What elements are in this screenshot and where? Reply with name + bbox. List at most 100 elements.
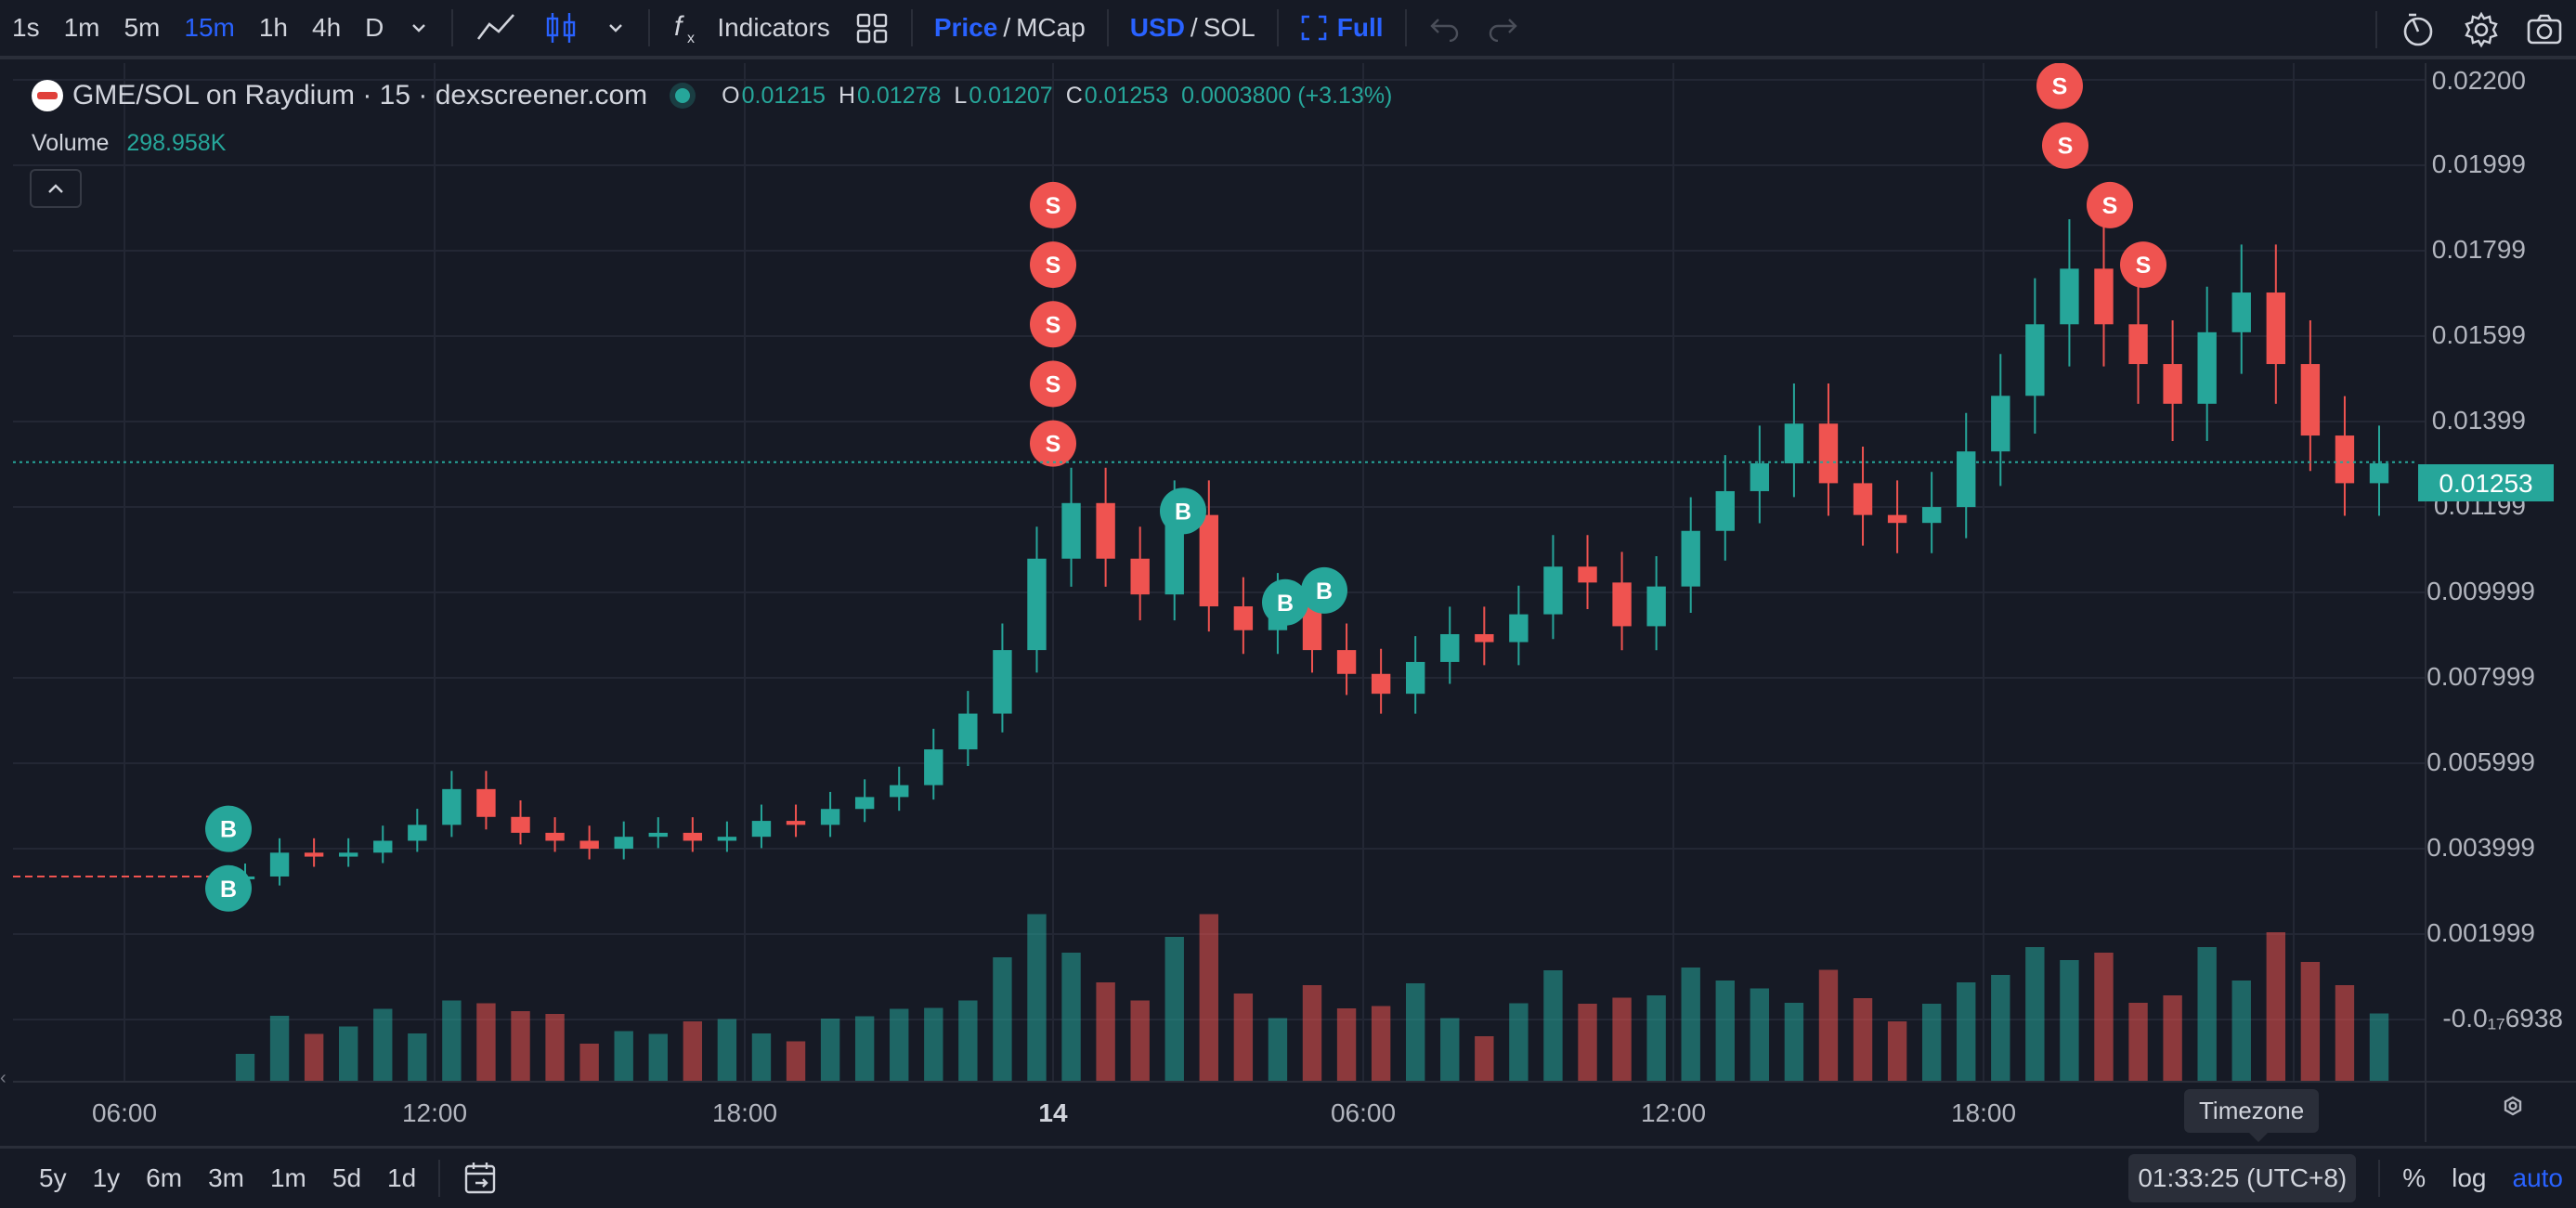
interval-4h[interactable]: 4h bbox=[300, 0, 353, 58]
time-tick: 12:00 bbox=[402, 1098, 467, 1127]
sell-marker: S bbox=[2087, 182, 2133, 228]
ohlc-low-key: L bbox=[954, 83, 967, 109]
mcap-option[interactable]: MCap bbox=[1016, 13, 1086, 43]
interval-15m[interactable]: 15m bbox=[172, 0, 246, 58]
price-tick: 0.001999 bbox=[2426, 918, 2535, 947]
token-logo-icon bbox=[32, 80, 63, 111]
candle-body bbox=[1200, 515, 1218, 606]
indicators-button[interactable]: Indicators bbox=[717, 0, 841, 58]
ohlc-high: H0.01278 bbox=[839, 83, 941, 110]
candle-body bbox=[1750, 463, 1769, 491]
candle-body bbox=[1682, 531, 1700, 587]
sol-option[interactable]: SOL bbox=[1203, 13, 1255, 43]
range-1m[interactable]: 1m bbox=[257, 1163, 319, 1193]
fullscreen-icon bbox=[1300, 14, 1328, 42]
ohlc-high-key: H bbox=[839, 83, 855, 109]
volume-bar bbox=[2197, 947, 2216, 1082]
chart-title[interactable]: GME/SOL on Raydium · 15 · dexscreener.co… bbox=[72, 80, 647, 111]
currency-toggle[interactable]: USD / SOL bbox=[1118, 0, 1268, 58]
svg-text:x: x bbox=[687, 31, 695, 46]
volume-bar bbox=[236, 1054, 254, 1082]
volume-bar bbox=[2301, 962, 2320, 1082]
axis-settings-icon[interactable] bbox=[2505, 1098, 2520, 1114]
volume-bar bbox=[1061, 953, 1080, 1082]
camera-screenshot-icon[interactable] bbox=[2513, 0, 2576, 59]
candle-body bbox=[2370, 463, 2388, 483]
ohlc-low: L0.01207 bbox=[954, 83, 1052, 110]
candle-body bbox=[1578, 566, 1596, 582]
sell-marker: S bbox=[2042, 123, 2088, 169]
candle-body bbox=[2163, 364, 2181, 404]
range-5d[interactable]: 5d bbox=[319, 1163, 374, 1193]
interval-1d[interactable]: D bbox=[353, 0, 396, 58]
range-6m[interactable]: 6m bbox=[133, 1163, 195, 1193]
quick-search-icon[interactable] bbox=[2387, 0, 2450, 59]
chart-type-chevron-icon[interactable] bbox=[592, 0, 639, 58]
left-panel-handle-icon[interactable]: ‹ bbox=[0, 1068, 11, 1105]
volume-bar bbox=[2025, 947, 2044, 1082]
candle-body bbox=[1475, 634, 1493, 643]
range-3m[interactable]: 3m bbox=[195, 1163, 257, 1193]
price-change: 0.0003800 (+3.13%) bbox=[1181, 83, 1392, 110]
candle-body bbox=[305, 852, 323, 856]
range-5y[interactable]: 5y bbox=[26, 1163, 80, 1193]
ohlc-open: O0.01215 bbox=[722, 83, 826, 110]
layout-grid-icon[interactable] bbox=[842, 0, 902, 58]
candle-body bbox=[2301, 364, 2320, 435]
full-button[interactable]: Full bbox=[1288, 0, 1396, 58]
price-option[interactable]: Price bbox=[934, 13, 998, 43]
candle-body bbox=[924, 749, 943, 786]
interval-1h[interactable]: 1h bbox=[247, 0, 300, 58]
ohlc-open-key: O bbox=[722, 83, 739, 109]
ohlc-low-value: 0.01207 bbox=[969, 83, 1052, 109]
ohlc-high-value: 0.01278 bbox=[857, 83, 941, 109]
interval-5m[interactable]: 5m bbox=[111, 0, 172, 58]
goto-date-calendar-icon[interactable] bbox=[449, 1149, 513, 1208]
undo-icon[interactable] bbox=[1416, 0, 1474, 58]
candle-body bbox=[993, 650, 1011, 713]
price-tick: 0.005999 bbox=[2426, 747, 2535, 776]
volume-bar bbox=[1440, 1019, 1459, 1083]
candle-body bbox=[890, 786, 908, 798]
time-axis[interactable]: 06:00 12:00 18:00 14 06:00 12:00 18:00 bbox=[92, 1098, 2016, 1127]
volume-bar bbox=[718, 1020, 736, 1083]
candle-body bbox=[442, 789, 461, 825]
price-tick: 0.007999 bbox=[2426, 662, 2535, 691]
sell-marker: S bbox=[2120, 241, 2166, 288]
price-tick: 0.01999 bbox=[2432, 149, 2526, 178]
ohlc-open-value: 0.01215 bbox=[742, 83, 826, 109]
volume-label[interactable]: Volume bbox=[32, 130, 109, 156]
interval-dropdown-chevron-icon[interactable] bbox=[396, 0, 442, 58]
volume-bar bbox=[615, 1032, 633, 1083]
timezone-clock[interactable]: 01:33:25 (UTC+8) bbox=[2128, 1154, 2356, 1202]
volume-bar bbox=[1268, 1019, 1287, 1083]
percent-scale-toggle[interactable]: % bbox=[2389, 1163, 2439, 1193]
volume-bar bbox=[649, 1034, 668, 1083]
candle-body bbox=[1957, 451, 1975, 507]
candlestick-chart-icon[interactable] bbox=[529, 0, 592, 58]
log-scale-toggle[interactable]: log bbox=[2439, 1163, 2499, 1193]
candle-body bbox=[821, 809, 839, 825]
sell-marker: S bbox=[2036, 63, 2083, 110]
range-1y[interactable]: 1y bbox=[80, 1163, 134, 1193]
interval-1s[interactable]: 1s bbox=[0, 0, 52, 58]
usd-option[interactable]: USD bbox=[1130, 13, 1185, 43]
line-chart-icon[interactable] bbox=[462, 0, 529, 58]
volume-bar bbox=[1682, 968, 1700, 1082]
redo-icon[interactable] bbox=[1474, 0, 1531, 58]
candle-body bbox=[718, 837, 736, 840]
settings-gear-icon[interactable] bbox=[2450, 0, 2513, 59]
collapse-legend-button[interactable] bbox=[30, 169, 82, 208]
range-1d[interactable]: 1d bbox=[374, 1163, 429, 1193]
slash-separator: / bbox=[1003, 13, 1010, 43]
interval-1m[interactable]: 1m bbox=[52, 0, 112, 58]
volume-bar bbox=[2370, 1014, 2388, 1083]
auto-scale-toggle[interactable]: auto bbox=[2500, 1163, 2576, 1193]
price-mcap-toggle[interactable]: Price / MCap bbox=[922, 0, 1098, 58]
price-axis[interactable]: 0.02200 0.01999 0.01799 0.01599 0.01399 … bbox=[2418, 66, 2563, 1033]
volume-bar bbox=[1578, 1004, 1596, 1082]
candle-body bbox=[787, 821, 805, 825]
